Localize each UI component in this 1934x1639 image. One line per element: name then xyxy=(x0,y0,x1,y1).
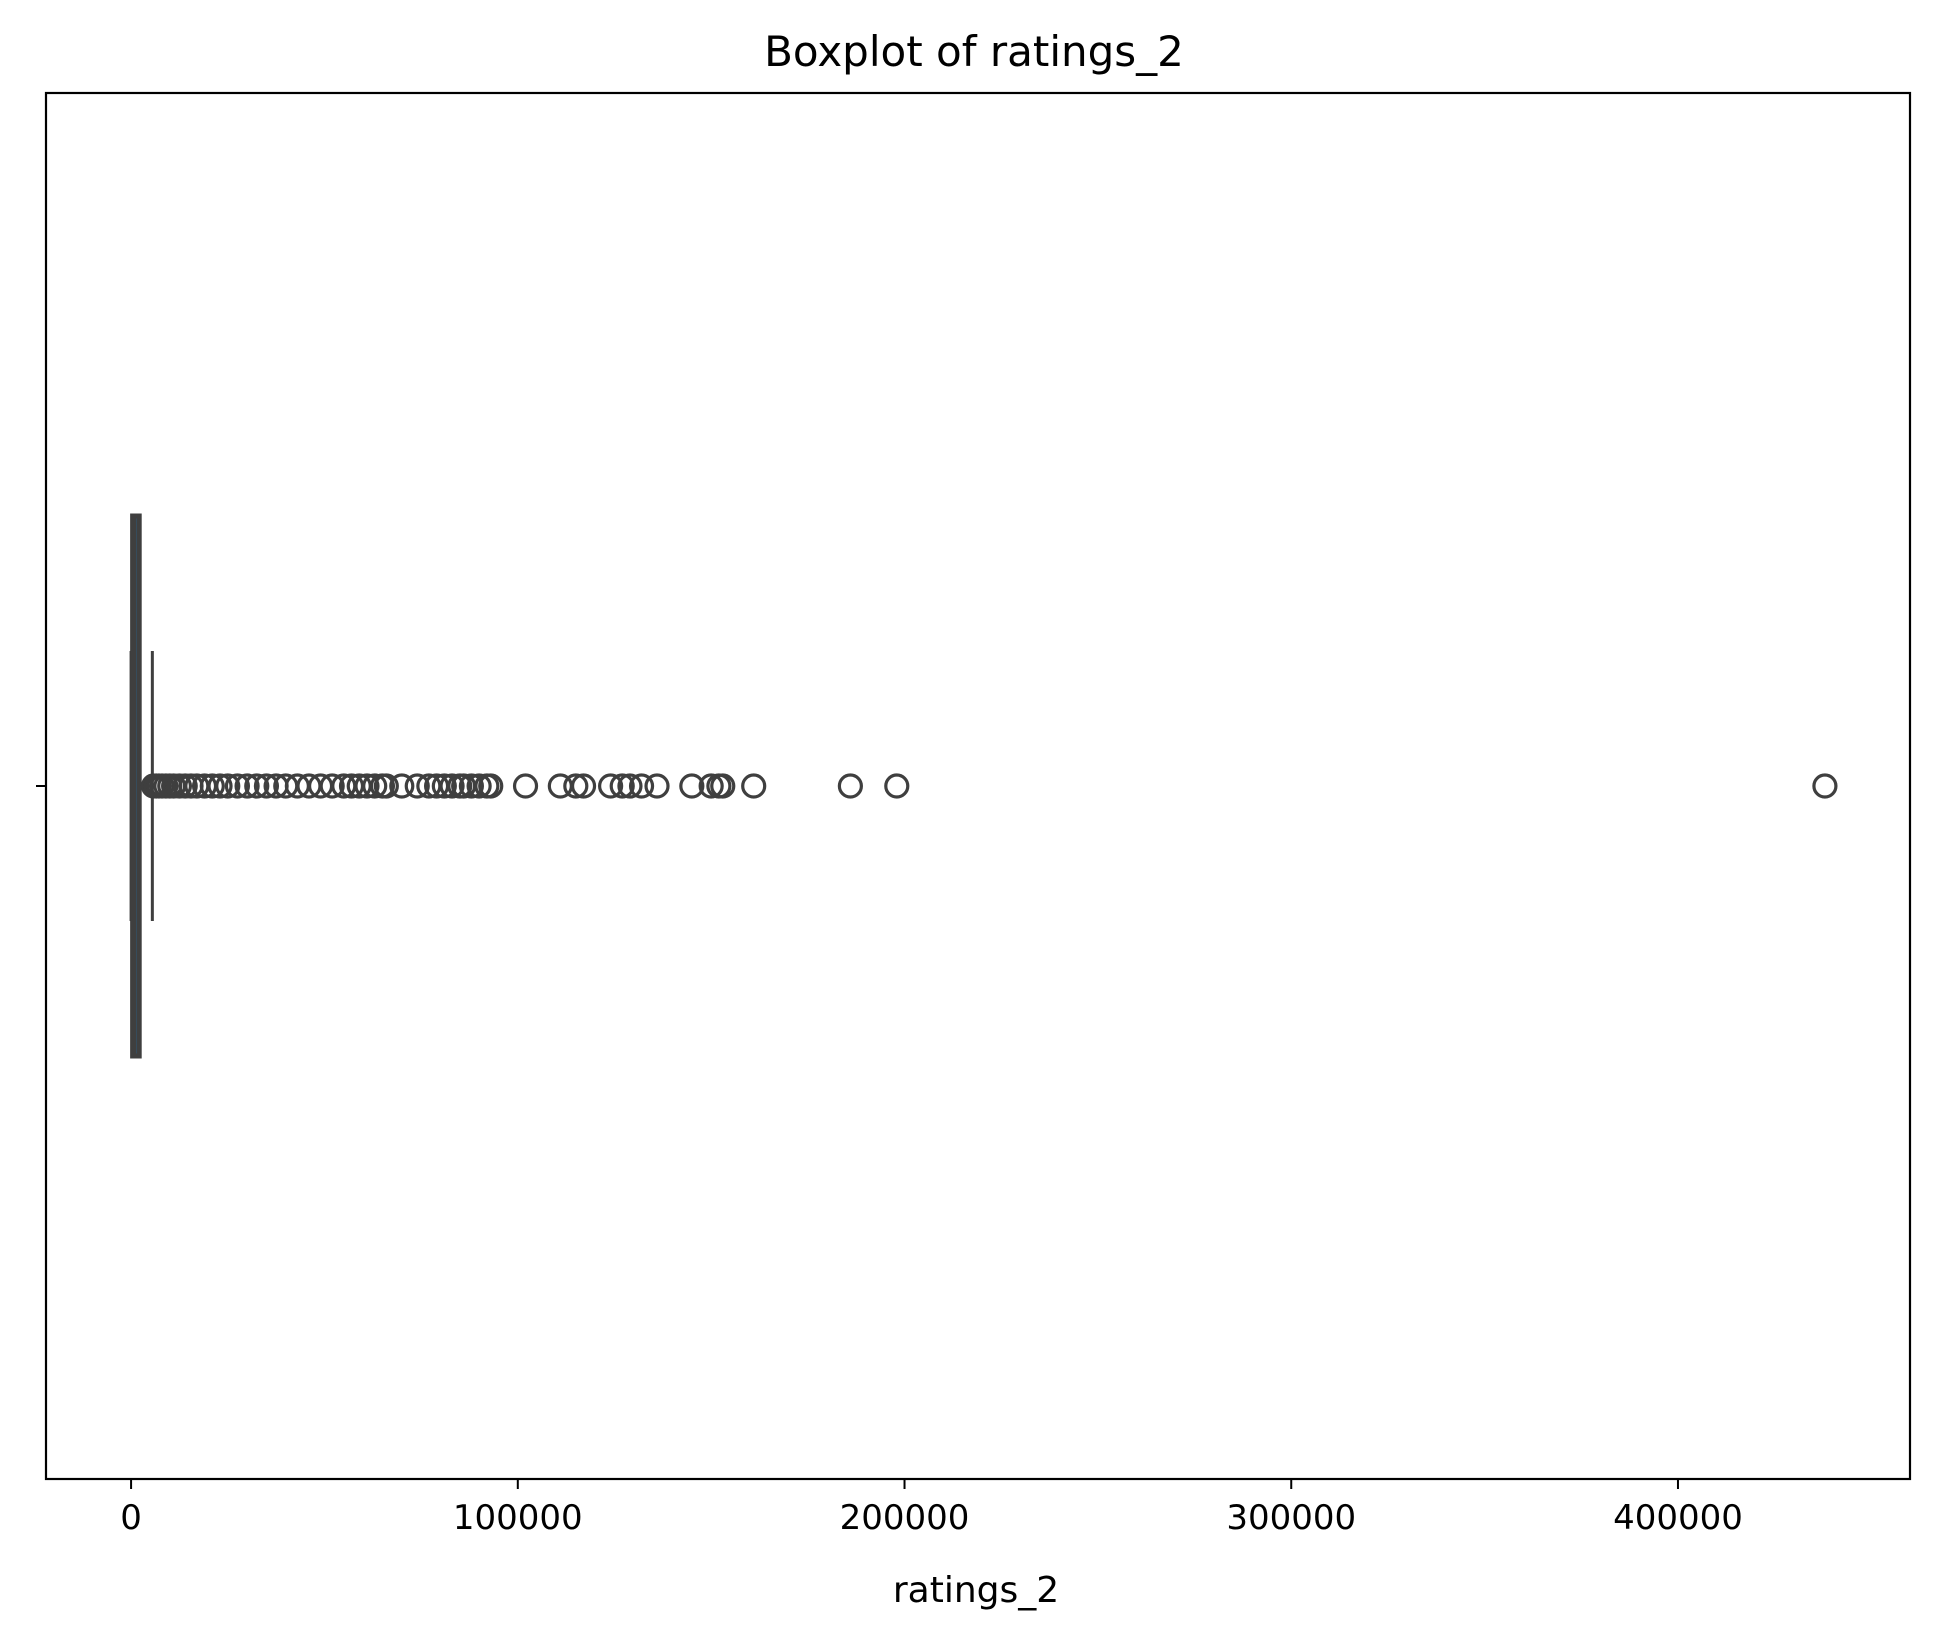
outlier-point xyxy=(741,773,767,799)
outlier-point xyxy=(431,773,457,799)
outlier-point xyxy=(354,773,380,799)
outlier-point xyxy=(389,773,415,799)
outlier-point xyxy=(512,773,539,799)
chart-title: Boxplot of ratings_2 xyxy=(764,27,1184,76)
outlier-point xyxy=(253,773,280,799)
outlier-point xyxy=(466,773,492,799)
outlier-point xyxy=(1812,773,1838,799)
outlier-point xyxy=(215,773,241,799)
outlier-point xyxy=(478,773,504,799)
outlier-point xyxy=(710,773,736,799)
x-tick-label: 0 xyxy=(120,1498,142,1538)
outlier-point xyxy=(244,773,270,799)
outlier-point xyxy=(373,773,399,799)
plot-area xyxy=(129,513,1838,1059)
outlier-point xyxy=(644,773,670,799)
outlier-point xyxy=(458,773,484,799)
x-axis-label: ratings_2 xyxy=(893,1570,1059,1611)
outlier-point xyxy=(439,773,465,799)
outlier-point xyxy=(362,773,388,799)
x-tick-label: 300000 xyxy=(1226,1498,1356,1538)
outlier-point xyxy=(884,773,910,799)
outlier-point xyxy=(837,773,863,799)
x-axis-ticks: 0 100000 200000 300000 400000 xyxy=(120,1479,1743,1538)
outlier-point xyxy=(598,773,624,799)
outlier-point xyxy=(404,773,430,799)
outlier-point xyxy=(617,773,643,799)
outlier-point xyxy=(224,773,251,799)
outlier-point xyxy=(207,773,233,799)
outlier-point xyxy=(609,773,635,799)
outlier-point xyxy=(563,773,589,799)
x-tick-label: 100000 xyxy=(453,1498,583,1538)
outlier-point xyxy=(319,773,345,799)
outlier-point xyxy=(628,773,655,799)
outlier-point xyxy=(234,773,260,799)
x-tick-label: 200000 xyxy=(840,1498,970,1538)
outlier-point xyxy=(698,773,724,799)
outlier-point xyxy=(199,773,225,799)
x-tick-label: 400000 xyxy=(1613,1498,1743,1538)
outlier-point xyxy=(679,773,705,799)
axes-frame xyxy=(44,91,1912,1481)
outlier-point xyxy=(570,773,597,799)
